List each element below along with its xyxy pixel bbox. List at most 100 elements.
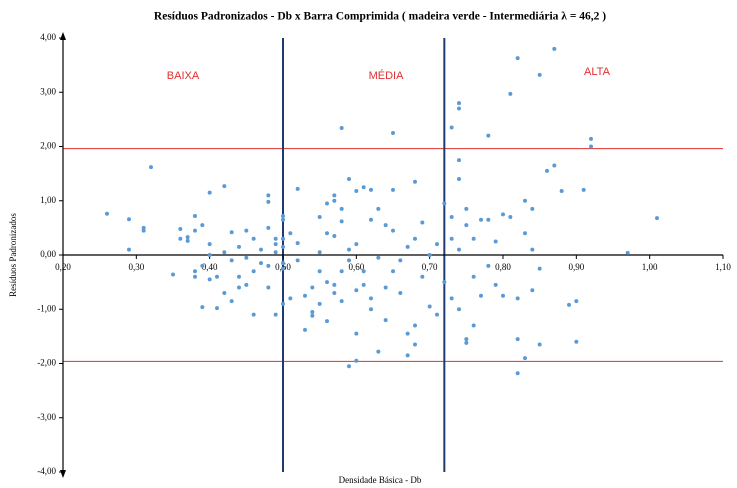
data-point <box>310 285 315 290</box>
data-point <box>171 272 175 277</box>
data-point <box>259 261 263 266</box>
data-point <box>295 186 300 191</box>
y-tick-label: 0,00 <box>40 249 56 259</box>
data-point <box>486 133 491 138</box>
data-point <box>266 199 271 204</box>
data-point <box>523 198 527 203</box>
y-tick-label: -1,00 <box>37 303 56 313</box>
data-point <box>325 201 329 206</box>
data-point <box>317 301 322 306</box>
data-point <box>303 293 307 298</box>
data-point <box>310 313 315 318</box>
data-point <box>251 269 256 274</box>
data-point <box>515 56 520 61</box>
data-point <box>589 136 593 141</box>
data-point <box>515 371 520 376</box>
x-tick-label: 0,70 <box>422 262 438 272</box>
data-point <box>207 253 212 257</box>
data-point <box>281 244 285 249</box>
data-point <box>193 213 197 218</box>
x-tick-label: 0,40 <box>202 262 218 272</box>
data-point <box>405 331 410 336</box>
data-point <box>369 187 373 192</box>
data-point <box>200 305 205 310</box>
data-point <box>325 231 329 236</box>
data-point <box>383 318 388 323</box>
data-point <box>361 282 366 287</box>
data-point <box>574 339 579 344</box>
data-point <box>420 220 425 225</box>
x-tick-label: 1,10 <box>715 262 731 272</box>
data-point <box>471 236 476 241</box>
data-point <box>317 269 322 274</box>
data-point <box>237 274 241 279</box>
data-point <box>281 266 285 271</box>
data-point <box>281 261 285 266</box>
data-point <box>127 217 131 222</box>
annotation: BAIXA <box>167 70 200 82</box>
data-point <box>354 188 359 193</box>
data-point <box>559 188 564 193</box>
data-point <box>471 274 476 279</box>
data-point <box>354 358 359 363</box>
data-point <box>523 356 527 361</box>
annotation: MÉDIA <box>369 69 405 82</box>
data-point <box>347 177 351 182</box>
axis-arrow <box>60 470 66 478</box>
data-point <box>273 242 278 247</box>
data-point <box>655 216 659 221</box>
x-tick-label: 1,00 <box>642 262 658 272</box>
data-point <box>361 185 366 190</box>
data-point <box>457 177 461 182</box>
data-point <box>369 307 373 312</box>
data-point <box>273 250 278 255</box>
data-point <box>281 236 285 241</box>
y-tick-label: -4,00 <box>37 466 56 476</box>
data-point <box>310 309 315 314</box>
data-point <box>413 236 417 241</box>
data-point <box>193 269 197 274</box>
data-point <box>574 299 579 304</box>
data-point <box>413 342 417 347</box>
data-point <box>589 144 593 149</box>
data-point <box>222 290 227 295</box>
data-point <box>515 337 520 342</box>
data-point <box>200 263 205 268</box>
data-point <box>347 247 351 252</box>
data-point <box>464 206 469 211</box>
data-point <box>127 247 131 252</box>
data-point <box>273 312 278 317</box>
data-point <box>295 258 300 263</box>
data-point <box>237 244 241 249</box>
data-point <box>435 312 439 317</box>
data-point <box>581 187 586 192</box>
data-point <box>369 217 373 222</box>
data-point <box>457 101 461 106</box>
data-point <box>464 337 469 342</box>
y-tick-label: -2,00 <box>37 358 56 368</box>
data-point <box>427 304 432 309</box>
data-point <box>141 225 146 230</box>
y-tick-label: -3,00 <box>37 412 56 422</box>
data-point <box>244 228 249 233</box>
data-point <box>185 238 190 243</box>
data-point <box>493 239 498 244</box>
annotation: ALTA <box>584 66 611 78</box>
data-point <box>303 327 307 332</box>
data-point <box>207 242 212 247</box>
data-point <box>398 258 403 263</box>
data-point <box>493 282 498 287</box>
x-tick-label: 0,90 <box>568 262 584 272</box>
data-point <box>339 126 344 131</box>
data-point <box>545 168 549 173</box>
x-axis-label: Densidade Básica - Db <box>339 475 422 485</box>
x-tick-label: 0,20 <box>55 262 71 272</box>
data-point <box>376 349 381 354</box>
x-tick-label: 0,60 <box>348 262 364 272</box>
data-point <box>215 306 219 311</box>
data-point <box>552 163 557 168</box>
y-tick-label: 2,00 <box>40 141 56 151</box>
data-point <box>413 323 417 328</box>
data-point <box>486 263 491 268</box>
